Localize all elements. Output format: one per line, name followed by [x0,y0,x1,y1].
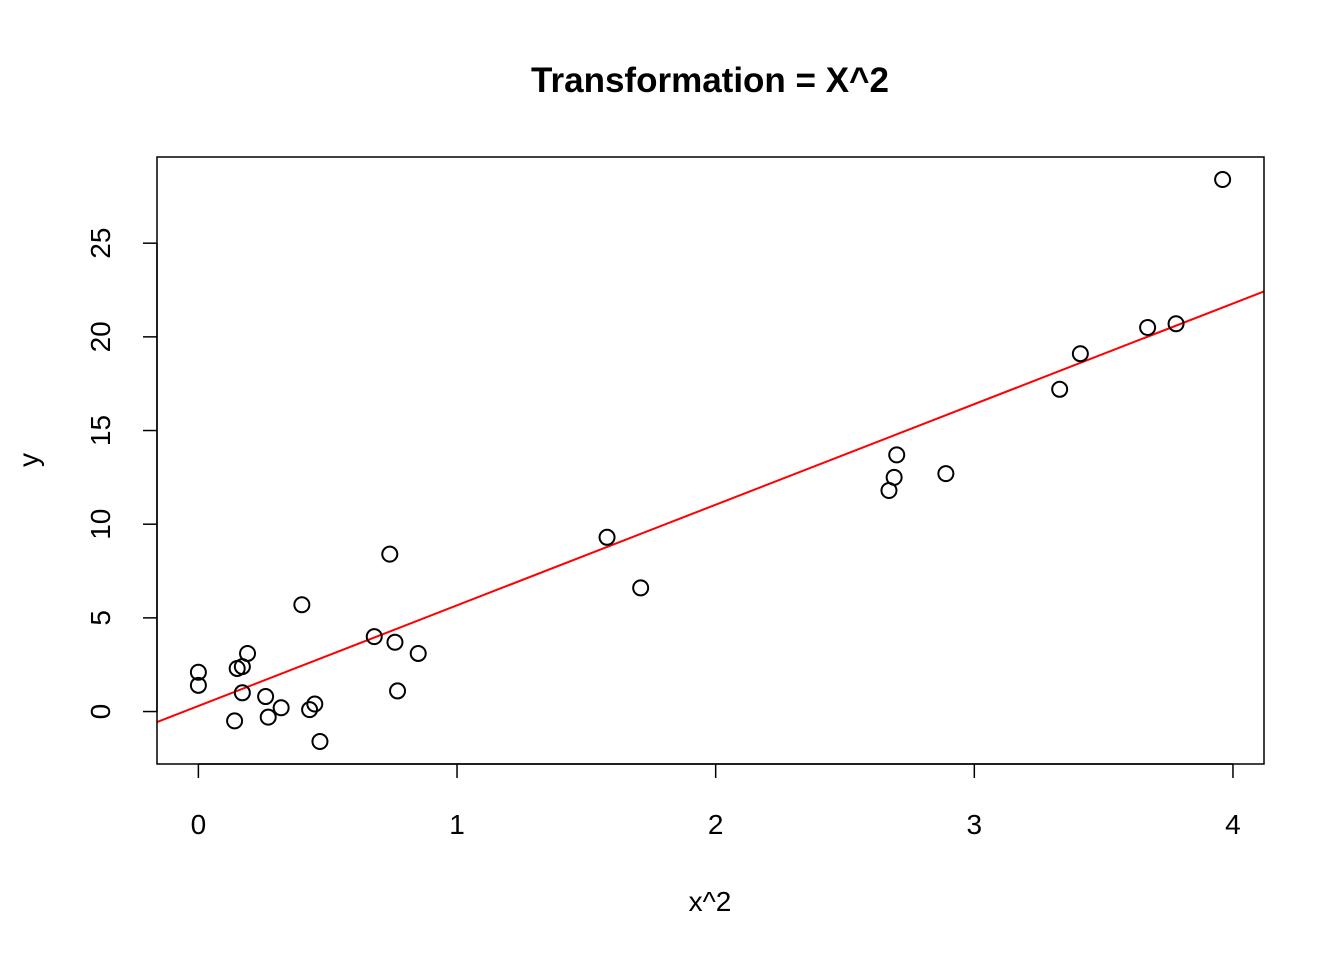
data-point [1139,318,1157,336]
x-tick-label: 2 [708,809,724,840]
data-point [632,579,650,597]
data-point [272,699,290,717]
data-point [1051,380,1069,398]
data-point [311,733,329,751]
data-point [1071,345,1089,363]
x-tick-label: 3 [967,809,983,840]
y-axis: 0 5 10 15 20 25 [85,228,158,720]
data-point [257,688,275,706]
data-point [293,596,311,614]
y-tick-label: 0 [85,704,116,720]
x-tick-label: 0 [191,809,207,840]
data-point [888,446,906,464]
data-point [365,628,383,646]
data-point [885,468,903,486]
data-point [233,684,251,702]
data-point [598,528,616,546]
data-point [1167,315,1185,333]
data-point [409,644,427,662]
x-axis-label: x^2 [689,886,732,917]
points-layer [189,170,1232,751]
data-point [189,676,207,694]
y-axis-label: y [13,453,44,467]
y-tick-label: 20 [85,321,116,352]
y-tick-label: 25 [85,228,116,259]
data-point [226,712,244,730]
y-tick-label: 5 [85,610,116,626]
data-point [1214,170,1232,188]
data-point [389,682,407,700]
chart-title: Transformation = X^2 [531,61,889,100]
data-point [937,465,955,483]
x-tick-label: 4 [1225,809,1241,840]
regression-line [157,290,1264,723]
data-point [301,701,319,719]
data-point [386,633,404,651]
data-point [189,663,207,681]
fit-line-layer [157,290,1264,723]
data-point [239,644,257,662]
y-tick-label: 15 [85,415,116,446]
y-tick-label: 10 [85,509,116,540]
data-point [381,545,399,563]
data-point [306,695,324,713]
x-axis: 0 1 2 3 4 [191,763,1241,840]
data-point [259,708,277,726]
x-tick-label: 1 [449,809,465,840]
plot-frame [156,156,1265,765]
